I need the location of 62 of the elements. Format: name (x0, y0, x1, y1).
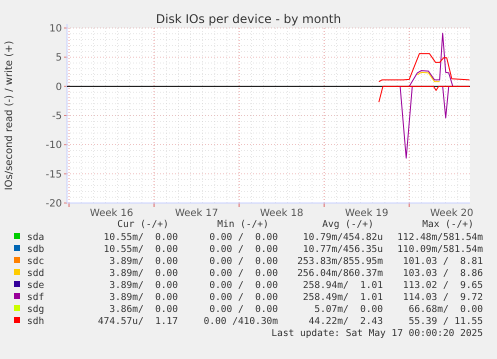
y-tick-label: 10 (49, 24, 62, 34)
legend-label: sdf (27, 292, 44, 303)
legend-label: sda (27, 232, 44, 243)
text: 101.03 / 8.81 (402, 256, 484, 267)
legend-label: sde (27, 280, 44, 291)
text: 44.22m/ 2.43 (308, 316, 383, 327)
y-tick-label: -10 (46, 140, 62, 152)
y-tick-label: 5 (56, 52, 62, 64)
text: 0.00 / 0.00 (209, 256, 278, 267)
text: 0.00 / 0.00 (209, 280, 278, 291)
text: 5.07m/ 0.00 (314, 304, 384, 315)
text: 112.48m/581.54m (397, 232, 484, 243)
line-series (408, 32, 454, 87)
text: 3.89m/ 0.00 (109, 268, 178, 279)
chart-title: Disk IOs per device - by month (156, 12, 342, 26)
legend-label: sdg (27, 304, 44, 315)
text: Last update: Sat May 17 00:00:20 2025 (271, 328, 483, 339)
text: 474.57u/ 1.17 (98, 316, 178, 327)
text: Avg (-/+) (322, 219, 374, 230)
text: 0.00 / 0.00 (209, 292, 278, 303)
text: 10.55m/ 0.00 (104, 244, 178, 255)
text: 10.77m/456.35u (302, 244, 383, 255)
text: 110.09m/581.54m (397, 244, 484, 255)
legend-label: sdh (27, 316, 44, 327)
y-tick-label: -5 (52, 111, 62, 122)
text: 253.83m/855.95m (297, 256, 384, 267)
text: Min (-/+) (217, 219, 269, 230)
y-tick-label: -20 (46, 198, 62, 210)
text: 0.00 / 0.00 (209, 304, 278, 315)
y-tick-label: -15 (46, 169, 62, 180)
line-series (378, 53, 470, 82)
text: 113.02 / 9.65 (402, 280, 483, 291)
legend-label: sdb (27, 244, 44, 255)
x-tick-label: Week 16 (90, 208, 134, 219)
text: 0.00 / 0.00 (209, 268, 278, 279)
text: 0.00 / 0.00 (209, 232, 278, 243)
text: 55.39 / 11.55 (408, 316, 483, 327)
text: Cur (-/+) (117, 219, 169, 230)
x-tick-label: Week 18 (260, 208, 304, 219)
x-tick-label: Week 19 (345, 208, 388, 219)
y-tick-label: 0 (56, 82, 62, 93)
text: 258.94m/ 1.01 (302, 280, 384, 291)
x-tick-label: Week 20 (430, 208, 474, 219)
text: Max (-/+) (422, 219, 474, 230)
legend-label: sdd (27, 268, 44, 279)
text: 256.04m/860.37m (297, 268, 384, 279)
text: 0.00 /410.30m (204, 316, 278, 327)
text: 103.03 / 8.86 (402, 268, 484, 279)
text: 10.55m/ 0.00 (104, 232, 178, 243)
text: 3.89m/ 0.00 (109, 292, 178, 303)
text: 3.89m/ 0.00 (109, 256, 178, 267)
text: 0.00 / 0.00 (209, 244, 278, 255)
y-axis-title: IOs/second read (-) / write (+) (4, 40, 15, 190)
text: 10.79m/454.82u (302, 232, 383, 243)
text: 3.86m/ 0.00 (109, 304, 178, 315)
x-tick-label: Week 17 (174, 208, 218, 219)
text: 3.89m/ 0.00 (109, 280, 178, 291)
text: 258.49m/ 1.01 (302, 292, 384, 303)
text: 114.03 / 9.72 (402, 292, 483, 303)
legend-label: sdc (27, 256, 44, 267)
text: 66.68m/ 0.00 (408, 304, 484, 315)
line-series (416, 72, 440, 82)
